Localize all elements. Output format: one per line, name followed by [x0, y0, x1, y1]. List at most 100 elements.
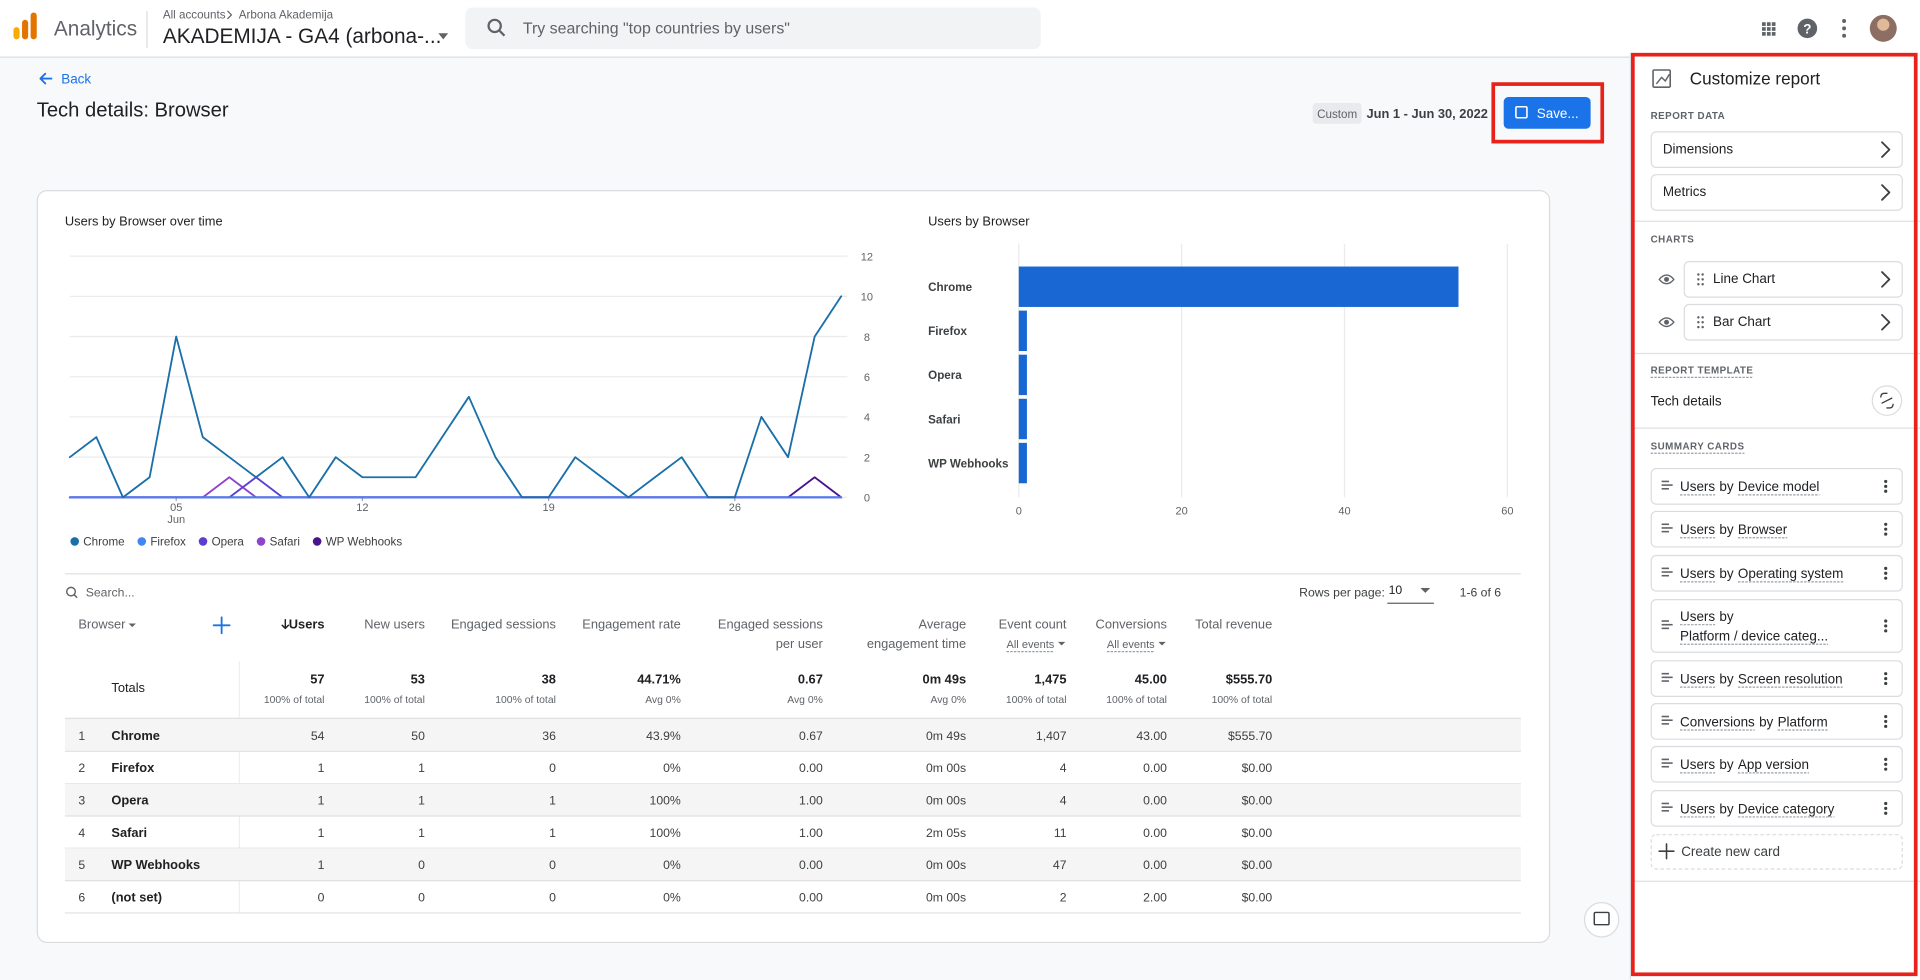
panel-item-label: Metrics [1663, 184, 1707, 199]
bar [1018, 266, 1459, 307]
x-tick-label: 19 [542, 502, 554, 514]
card-connector: by [1719, 522, 1733, 537]
legend-swatch [312, 537, 322, 546]
drag-handle [1697, 278, 1700, 281]
x-tick-label: 26 [729, 502, 741, 514]
panel-item[interactable] [1683, 261, 1903, 298]
apps-icon [1766, 27, 1771, 31]
totals-label: Totals [111, 680, 145, 695]
breadcrumb-link[interactable]: All accounts [163, 9, 226, 22]
card-menu [1884, 801, 1888, 806]
card-menu [1884, 624, 1888, 628]
visibility-icon [1658, 317, 1675, 328]
panel-item[interactable] [1683, 303, 1903, 341]
row-number: 2 [78, 761, 85, 775]
help-icon-glyph: ? [1803, 21, 1811, 36]
legend-swatch [137, 537, 147, 546]
drag-handle [1697, 283, 1700, 286]
column-header[interactable]: Users [289, 616, 325, 631]
row-dimension: Chrome [111, 728, 160, 743]
column-header[interactable]: Engagement rate [582, 616, 681, 631]
column-header[interactable]: New users [364, 616, 425, 631]
bar [1018, 442, 1027, 484]
card-menu [1884, 806, 1888, 810]
panel-item[interactable] [1650, 131, 1903, 168]
save-button-label: Save... [1537, 106, 1579, 121]
column-header: per user [776, 636, 824, 651]
row-value: 0.00 [1143, 793, 1167, 807]
row-value: $0.00 [1242, 890, 1273, 904]
row-value: 1 [318, 793, 325, 807]
search-icon [498, 30, 506, 37]
row-value: 0.00 [1143, 826, 1167, 840]
row-value: 1 [318, 858, 325, 872]
search-placeholder: Try searching "top countries by users" [523, 20, 790, 37]
card-menu [1884, 762, 1888, 766]
app-name: Analytics [54, 18, 137, 41]
section-label: REPORT TEMPLATE [1651, 366, 1754, 377]
card-menu [1884, 484, 1888, 488]
y-tick-label: 2 [864, 452, 870, 464]
column-sublabel[interactable]: All events [1007, 639, 1055, 651]
panel-item[interactable] [1650, 174, 1903, 211]
panel-chevron [1881, 313, 1891, 331]
breadcrumb-link[interactable]: Arbona Akademija [239, 9, 334, 22]
create-card-icon [1658, 843, 1675, 860]
row-value: 1 [418, 793, 425, 807]
row-value: 0% [663, 858, 681, 872]
drag-handle [1701, 316, 1704, 319]
column-header: Engaged sessions [718, 616, 823, 631]
column-header[interactable]: Engaged sessions [451, 616, 556, 631]
row-value: 1 [318, 761, 325, 775]
card-dimension: Operating system [1738, 566, 1843, 581]
report-title: Tech details: Browser [37, 100, 229, 122]
feedback-button[interactable] [1583, 902, 1620, 938]
chart-title: Users by Browser over time [65, 214, 223, 229]
back-link[interactable]: Back [61, 71, 91, 86]
more-icon [1842, 33, 1847, 38]
row-number: 3 [78, 793, 85, 807]
row-dimension: Firefox [111, 760, 155, 775]
apps-icon [1762, 22, 1766, 26]
avatar-face [1877, 18, 1890, 31]
totals-note: 100% of total [264, 695, 325, 706]
legend-label: WP Webhooks [326, 536, 403, 549]
row-value: $0.00 [1242, 761, 1273, 775]
rows-per-page-select[interactable]: 10 [1389, 583, 1403, 597]
row-background [64, 848, 1521, 881]
save-button[interactable] [1503, 96, 1591, 129]
search-box[interactable] [465, 7, 1041, 50]
card-connector: by [1719, 801, 1733, 816]
highlight-box [1491, 82, 1605, 144]
row-background [64, 718, 1521, 752]
row-value: 4 [1060, 793, 1067, 807]
card-menu [1884, 527, 1888, 531]
card-dimension: Screen resolution [1738, 671, 1843, 686]
card-menu [1884, 811, 1888, 815]
card-menu [1884, 566, 1888, 570]
property-caret [438, 33, 449, 40]
column-header[interactable]: Browser [78, 616, 126, 631]
column-header[interactable]: Total revenue [1195, 616, 1272, 631]
table-search[interactable]: Search... [86, 586, 135, 600]
y-tick-label: Chrome [928, 281, 972, 294]
apps-icon [1771, 22, 1776, 26]
column-header[interactable]: Conversions [1096, 616, 1167, 631]
column-sublabel[interactable]: All events [1107, 639, 1155, 651]
help-icon[interactable] [1797, 18, 1818, 39]
card-connector: by [1719, 479, 1733, 494]
column-header[interactable]: Event count [999, 616, 1067, 631]
totals-value: 45.00 [1135, 671, 1167, 686]
more-icon [1842, 19, 1847, 23]
card-metric: Conversions [1680, 714, 1755, 729]
date-range[interactable]: Jun 1 - Jun 30, 2022 [1367, 106, 1488, 121]
card-metric: Users [1680, 479, 1715, 494]
row-value: 43.00 [1136, 729, 1167, 743]
save-icon [1515, 105, 1528, 119]
create-card-button[interactable] [1650, 834, 1903, 870]
row-background [64, 783, 1521, 816]
property-selector[interactable]: AKADEMIJA - GA4 (arbona-... [163, 25, 442, 48]
panel-item-label: Bar Chart [1713, 314, 1771, 329]
summary-card[interactable] [1650, 598, 1903, 653]
